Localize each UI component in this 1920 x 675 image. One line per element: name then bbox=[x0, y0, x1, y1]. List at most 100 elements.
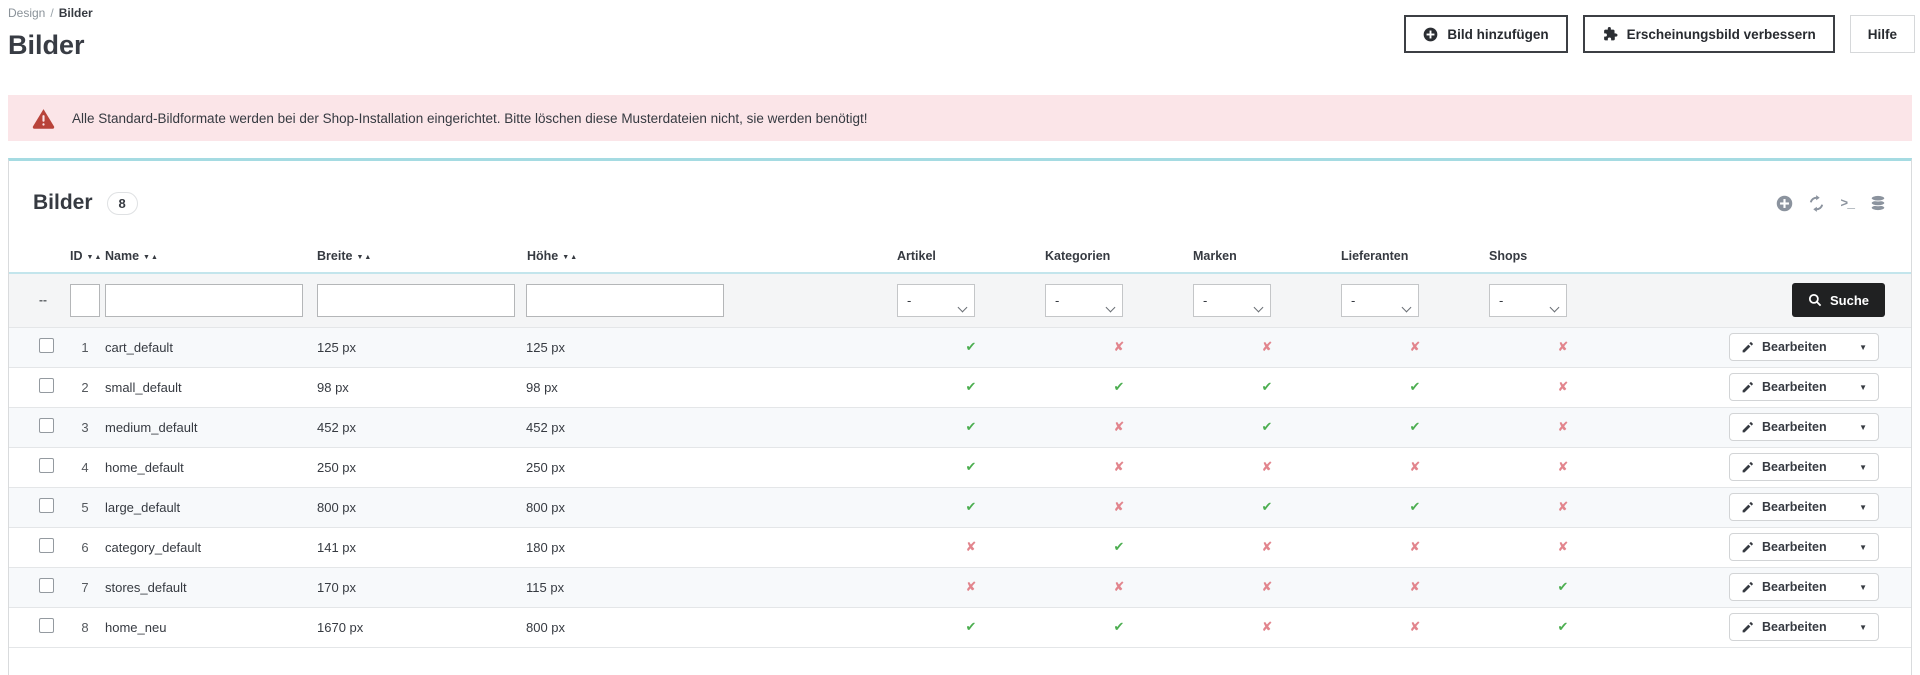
table-row: 4 home_default 250 px 250 px ✔ ✘ ✘ ✘ ✘ B… bbox=[9, 447, 1911, 487]
row-checkbox[interactable] bbox=[39, 538, 54, 553]
image-name: medium_default bbox=[105, 419, 198, 435]
bulk-select-label[interactable]: -- bbox=[39, 293, 47, 308]
caret-down-icon[interactable]: ▼ bbox=[1859, 542, 1867, 552]
image-height: 180 px bbox=[526, 539, 566, 555]
image-name: home_neu bbox=[105, 619, 167, 635]
filter-categories-select[interactable]: - bbox=[1045, 283, 1123, 317]
database-icon[interactable] bbox=[1869, 194, 1887, 212]
image-name: small_default bbox=[105, 379, 182, 395]
brands-flag: ✘ bbox=[1261, 459, 1273, 474]
panel-title: Bilder bbox=[33, 191, 93, 214]
column-header-name[interactable]: Name ▼▲ bbox=[105, 248, 159, 263]
products-flag: ✔ bbox=[965, 499, 977, 514]
categories-flag: ✔ bbox=[1113, 539, 1125, 554]
image-width: 125 px bbox=[317, 339, 357, 355]
image-height: 115 px bbox=[526, 579, 565, 595]
edit-button[interactable]: Bearbeiten ▼ bbox=[1729, 413, 1879, 441]
image-id: 6 bbox=[81, 539, 89, 555]
image-height: 125 px bbox=[526, 339, 566, 355]
column-header-brands: Marken bbox=[1193, 248, 1237, 263]
image-width: 141 px bbox=[317, 539, 357, 555]
categories-flag: ✘ bbox=[1113, 579, 1125, 594]
edit-button[interactable]: Bearbeiten ▼ bbox=[1729, 333, 1879, 361]
filter-brands-select[interactable]: - bbox=[1193, 283, 1271, 317]
products-flag: ✔ bbox=[965, 379, 977, 394]
help-button[interactable]: Hilfe bbox=[1849, 15, 1915, 53]
column-header-categories: Kategorien bbox=[1045, 248, 1111, 263]
image-id: 5 bbox=[81, 499, 89, 515]
caret-down-icon[interactable]: ▼ bbox=[1859, 502, 1867, 512]
filter-shops-select[interactable]: - bbox=[1489, 283, 1567, 317]
filter-name-input[interactable] bbox=[105, 283, 303, 317]
row-checkbox[interactable] bbox=[39, 338, 54, 353]
row-checkbox[interactable] bbox=[39, 498, 54, 513]
shops-flag: ✘ bbox=[1557, 419, 1569, 434]
column-header-height[interactable]: Höhe ▼▲ bbox=[527, 248, 579, 263]
edit-button[interactable]: Bearbeiten ▼ bbox=[1729, 493, 1879, 521]
add-new-icon[interactable] bbox=[1776, 195, 1793, 212]
table-row: 6 category_default 141 px 180 px ✘ ✔ ✘ ✘… bbox=[9, 527, 1911, 567]
sort-icons[interactable]: ▼▲ bbox=[356, 253, 373, 261]
terminal-icon[interactable]: >_ bbox=[1840, 195, 1855, 211]
table-row: 3 medium_default 452 px 452 px ✔ ✘ ✔ ✔ ✘… bbox=[9, 407, 1911, 447]
categories-flag: ✘ bbox=[1113, 459, 1125, 474]
row-checkbox[interactable] bbox=[39, 618, 54, 633]
suppliers-flag: ✘ bbox=[1409, 539, 1421, 554]
improve-appearance-button[interactable]: Erscheinungsbild verbessern bbox=[1582, 15, 1835, 53]
sort-icons[interactable]: ▼▲ bbox=[86, 253, 103, 261]
edit-button[interactable]: Bearbeiten ▼ bbox=[1729, 613, 1879, 641]
shops-flag: ✘ bbox=[1557, 539, 1569, 554]
edit-button[interactable]: Bearbeiten ▼ bbox=[1729, 453, 1879, 481]
caret-down-icon[interactable]: ▼ bbox=[1859, 422, 1867, 432]
image-name: cart_default bbox=[105, 339, 173, 355]
shops-flag: ✘ bbox=[1557, 459, 1569, 474]
pencil-icon bbox=[1741, 461, 1754, 474]
shops-flag: ✔ bbox=[1557, 619, 1569, 634]
filter-height-input[interactable] bbox=[526, 283, 724, 317]
column-header-id[interactable]: ID ▼▲ bbox=[70, 248, 103, 263]
suppliers-flag: ✔ bbox=[1409, 379, 1421, 394]
breadcrumb-section[interactable]: Design bbox=[8, 6, 46, 20]
suppliers-flag: ✘ bbox=[1409, 619, 1421, 634]
caret-down-icon[interactable]: ▼ bbox=[1859, 622, 1867, 632]
search-button[interactable]: Suche bbox=[1791, 283, 1885, 318]
filter-width-input[interactable] bbox=[317, 283, 515, 317]
edit-button[interactable]: Bearbeiten ▼ bbox=[1729, 533, 1879, 561]
row-checkbox[interactable] bbox=[39, 418, 54, 433]
shops-flag: ✘ bbox=[1557, 499, 1569, 514]
image-width: 800 px bbox=[317, 499, 357, 515]
image-name: stores_default bbox=[105, 579, 187, 595]
row-checkbox[interactable] bbox=[39, 578, 54, 593]
brands-flag: ✔ bbox=[1261, 499, 1273, 514]
caret-down-icon[interactable]: ▼ bbox=[1859, 582, 1867, 592]
pencil-icon bbox=[1741, 621, 1754, 634]
categories-flag: ✘ bbox=[1113, 339, 1125, 354]
edit-button[interactable]: Bearbeiten ▼ bbox=[1729, 373, 1879, 401]
filter-suppliers-select[interactable]: - bbox=[1341, 283, 1419, 317]
brands-flag: ✘ bbox=[1261, 339, 1273, 354]
brands-flag: ✘ bbox=[1261, 579, 1273, 594]
warning-banner: Alle Standard-Bildformate werden bei der… bbox=[8, 95, 1912, 141]
row-checkbox[interactable] bbox=[39, 458, 54, 473]
sort-icons[interactable]: ▼▲ bbox=[562, 253, 579, 261]
table-row: 5 large_default 800 px 800 px ✔ ✘ ✔ ✔ ✘ … bbox=[9, 487, 1911, 527]
products-flag: ✔ bbox=[965, 339, 977, 354]
column-header-suppliers: Lieferanten bbox=[1341, 248, 1409, 263]
refresh-icon[interactable] bbox=[1808, 194, 1825, 212]
caret-down-icon[interactable]: ▼ bbox=[1859, 382, 1867, 392]
add-image-button[interactable]: Bild hinzufügen bbox=[1404, 15, 1568, 53]
row-checkbox[interactable] bbox=[39, 378, 54, 393]
filter-id-input[interactable] bbox=[70, 283, 100, 317]
table-filter-row: -- - - - - - Suche bbox=[9, 272, 1911, 327]
caret-down-icon[interactable]: ▼ bbox=[1859, 462, 1867, 472]
edit-button[interactable]: Bearbeiten ▼ bbox=[1729, 573, 1879, 601]
column-header-width[interactable]: Breite ▼▲ bbox=[317, 248, 373, 263]
categories-flag: ✔ bbox=[1113, 379, 1125, 394]
brands-flag: ✘ bbox=[1261, 539, 1273, 554]
filter-products-select[interactable]: - bbox=[897, 283, 975, 317]
image-height: 800 px bbox=[526, 619, 566, 635]
panel-header: Bilder 8 >_ bbox=[9, 161, 1911, 239]
caret-down-icon[interactable]: ▼ bbox=[1859, 342, 1867, 352]
sort-icons[interactable]: ▼▲ bbox=[143, 253, 159, 261]
